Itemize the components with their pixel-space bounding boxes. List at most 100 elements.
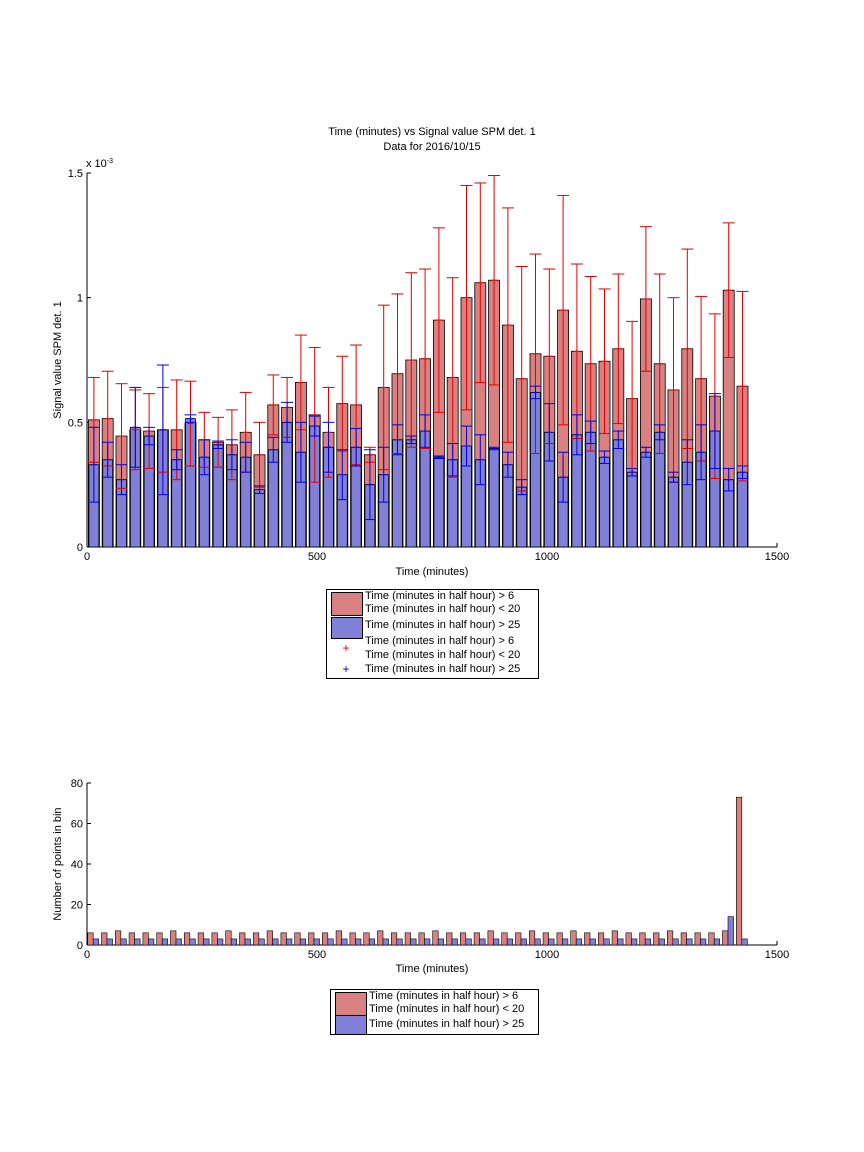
errorbar-blue (639, 446, 652, 458)
errorbar-blue (225, 439, 238, 471)
chart1-legend: Time (minutes in half hour) > 6 Time (mi… (326, 589, 539, 679)
errorbar-blue (253, 485, 266, 494)
bar-blue (217, 938, 224, 946)
bar-red (280, 932, 287, 946)
bar-blue (479, 938, 486, 946)
x-tick-label: 0 (84, 551, 90, 563)
legend-label: Time (minutes in half hour) > 6 (365, 590, 515, 602)
bar-red (128, 932, 135, 946)
bar-red (639, 932, 646, 946)
errorbar-red (736, 290, 749, 482)
bar-red (266, 930, 273, 946)
x-tick-label: 1000 (535, 949, 559, 961)
errorbar-blue (294, 421, 307, 483)
bar-blue (640, 451, 652, 548)
chart1-xlabel: Time (minutes) (396, 566, 469, 578)
chart1-title: Time (minutes) vs Signal value SPM det. … (328, 126, 535, 138)
errorbar-blue (377, 446, 390, 503)
errorbar-blue (557, 451, 570, 503)
bar-red (211, 932, 218, 946)
errorbar-blue (184, 414, 197, 423)
errorbar-red (377, 304, 390, 471)
errorbar-blue (432, 455, 445, 459)
y-tick-label: 80 (71, 778, 83, 790)
bar-blue (272, 938, 279, 946)
bar-blue (612, 439, 624, 548)
errorbar-blue (515, 479, 528, 496)
errorbar-blue (598, 450, 611, 464)
y-tick-label: 1.5 (68, 168, 83, 180)
errorbar-red (460, 184, 473, 411)
bar-blue (254, 489, 265, 548)
bar-blue (368, 938, 376, 946)
errorbar-blue (405, 435, 418, 445)
legend-marker-red: + (342, 641, 350, 655)
y-tick-label: 60 (71, 819, 83, 831)
bar-blue (506, 938, 514, 946)
bar-red (363, 932, 370, 946)
errorbar-red (639, 226, 652, 372)
bar-blue (737, 471, 748, 548)
errorbar-blue (529, 385, 542, 400)
errorbar-red (432, 227, 445, 413)
legend-entry-red-patch: Time (minutes in half hour) > 6 Time (mi… (327, 590, 538, 617)
bar-red (390, 932, 398, 946)
bar-blue (230, 938, 238, 946)
bar-blue (589, 938, 596, 946)
bar-blue (741, 938, 748, 946)
bar-blue (396, 938, 403, 946)
bar-blue (313, 938, 320, 946)
bar-red (459, 932, 467, 946)
bar-red (252, 932, 260, 946)
x-tick-label: 0 (84, 949, 90, 961)
legend-label: Time (minutes in half hour) > 25 (365, 663, 521, 675)
bar-blue (658, 938, 665, 946)
bar-red (708, 932, 715, 946)
bar-blue (258, 938, 265, 946)
bar-blue (672, 938, 679, 946)
errorbar-blue (612, 430, 625, 450)
bar-red (101, 932, 108, 946)
legend-entry-blue-marker: + Time (minutes in half hour) > 25 (327, 662, 538, 676)
bar-blue (451, 938, 458, 946)
bar-red (156, 932, 163, 946)
bar-blue (203, 938, 210, 946)
bar-blue (713, 938, 721, 946)
bar-red (432, 930, 439, 946)
y-tick-label: 0.5 (68, 417, 83, 429)
bar-blue (520, 938, 527, 946)
legend-entry-red-marker: + Time (minutes in half hour) > 6 Time (… (327, 634, 538, 662)
legend-label: Time (minutes in half hour) > 25 (365, 619, 521, 631)
legend-label: Time (minutes in half hour) > 6 (365, 635, 515, 647)
bar-blue (631, 938, 638, 946)
errorbar-red (722, 222, 735, 359)
bar-red (197, 932, 204, 946)
bar-red (446, 932, 453, 946)
errorbar-red (612, 273, 625, 425)
errorbar-blue (391, 424, 404, 456)
bar-red (694, 932, 701, 946)
bar-red (183, 932, 191, 946)
bar-red (611, 930, 618, 946)
errorbar-blue (681, 439, 694, 486)
bar-blue (668, 476, 679, 548)
legend-entry-red-patch: Time (minutes in half hour) > 6 Time (mi… (331, 990, 538, 1016)
bar-blue (626, 471, 638, 548)
bar-red (418, 932, 425, 946)
legend-swatch-blue (331, 617, 363, 639)
legend-label: Time (minutes in half hour) < 20 (369, 1003, 525, 1015)
errorbar-blue (488, 446, 501, 451)
bar-blue (437, 938, 445, 946)
errorbar-red (308, 347, 321, 483)
errorbar-blue (156, 364, 169, 496)
errorbar-red (336, 355, 349, 452)
bar-red (570, 930, 577, 946)
bar-red (501, 932, 508, 946)
bar-red (225, 930, 232, 946)
errorbar-blue (281, 401, 294, 443)
errorbar-blue (419, 414, 432, 448)
errorbar-blue (708, 393, 721, 469)
errorbar-red (598, 288, 611, 435)
bar-red (680, 932, 687, 946)
bar-blue (603, 938, 610, 946)
